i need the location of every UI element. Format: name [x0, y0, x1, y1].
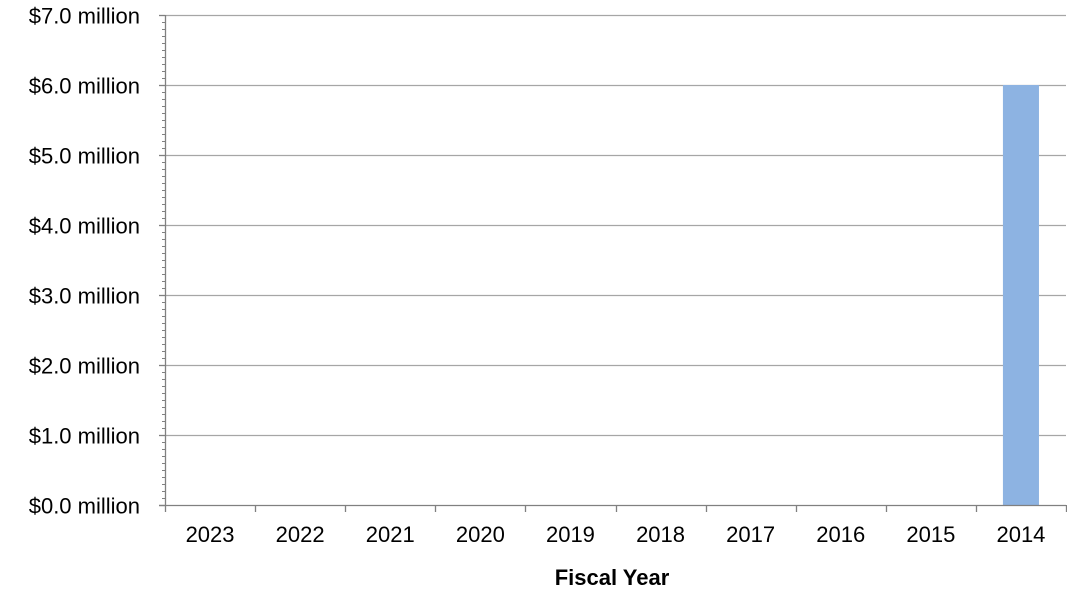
- y-tick-label: $7.0 million: [29, 4, 140, 29]
- y-tick-label: $2.0 million: [29, 354, 140, 379]
- bar-2014: [1002, 85, 1039, 505]
- y-tick-label: $1.0 million: [29, 424, 140, 449]
- x-tick-label: 2021: [366, 522, 415, 547]
- x-tick-labels: 2023 2022 2021 2020 2019 2018 2017 2016 2015 2014: [186, 522, 1046, 547]
- y-tick-label: $5.0 million: [29, 144, 140, 169]
- x-tick-label: 2018: [636, 522, 685, 547]
- x-tick-label: 2020: [456, 522, 505, 547]
- x-tick-label: 2015: [906, 522, 955, 547]
- x-axis-title: Fiscal Year: [555, 565, 670, 590]
- axes: [159, 14, 1067, 512]
- y-tick-label: $6.0 million: [29, 74, 140, 99]
- y-tick-label: $3.0 million: [29, 284, 140, 309]
- x-tick-label: 2019: [546, 522, 595, 547]
- y-tick-label: $0.0 million: [29, 494, 140, 519]
- x-tick-label: 2017: [726, 522, 775, 547]
- x-tick-label: 2023: [186, 522, 235, 547]
- y-tick-labels: $0.0 million $1.0 million $2.0 million $3.0…: [29, 4, 140, 519]
- x-tick-label: 2016: [816, 522, 865, 547]
- y-tick-label: $4.0 million: [29, 214, 140, 239]
- bars: [1002, 85, 1039, 505]
- x-tick-label: 2022: [276, 522, 325, 547]
- x-tick-label: 2014: [996, 522, 1045, 547]
- gridlines: [165, 14, 1066, 437]
